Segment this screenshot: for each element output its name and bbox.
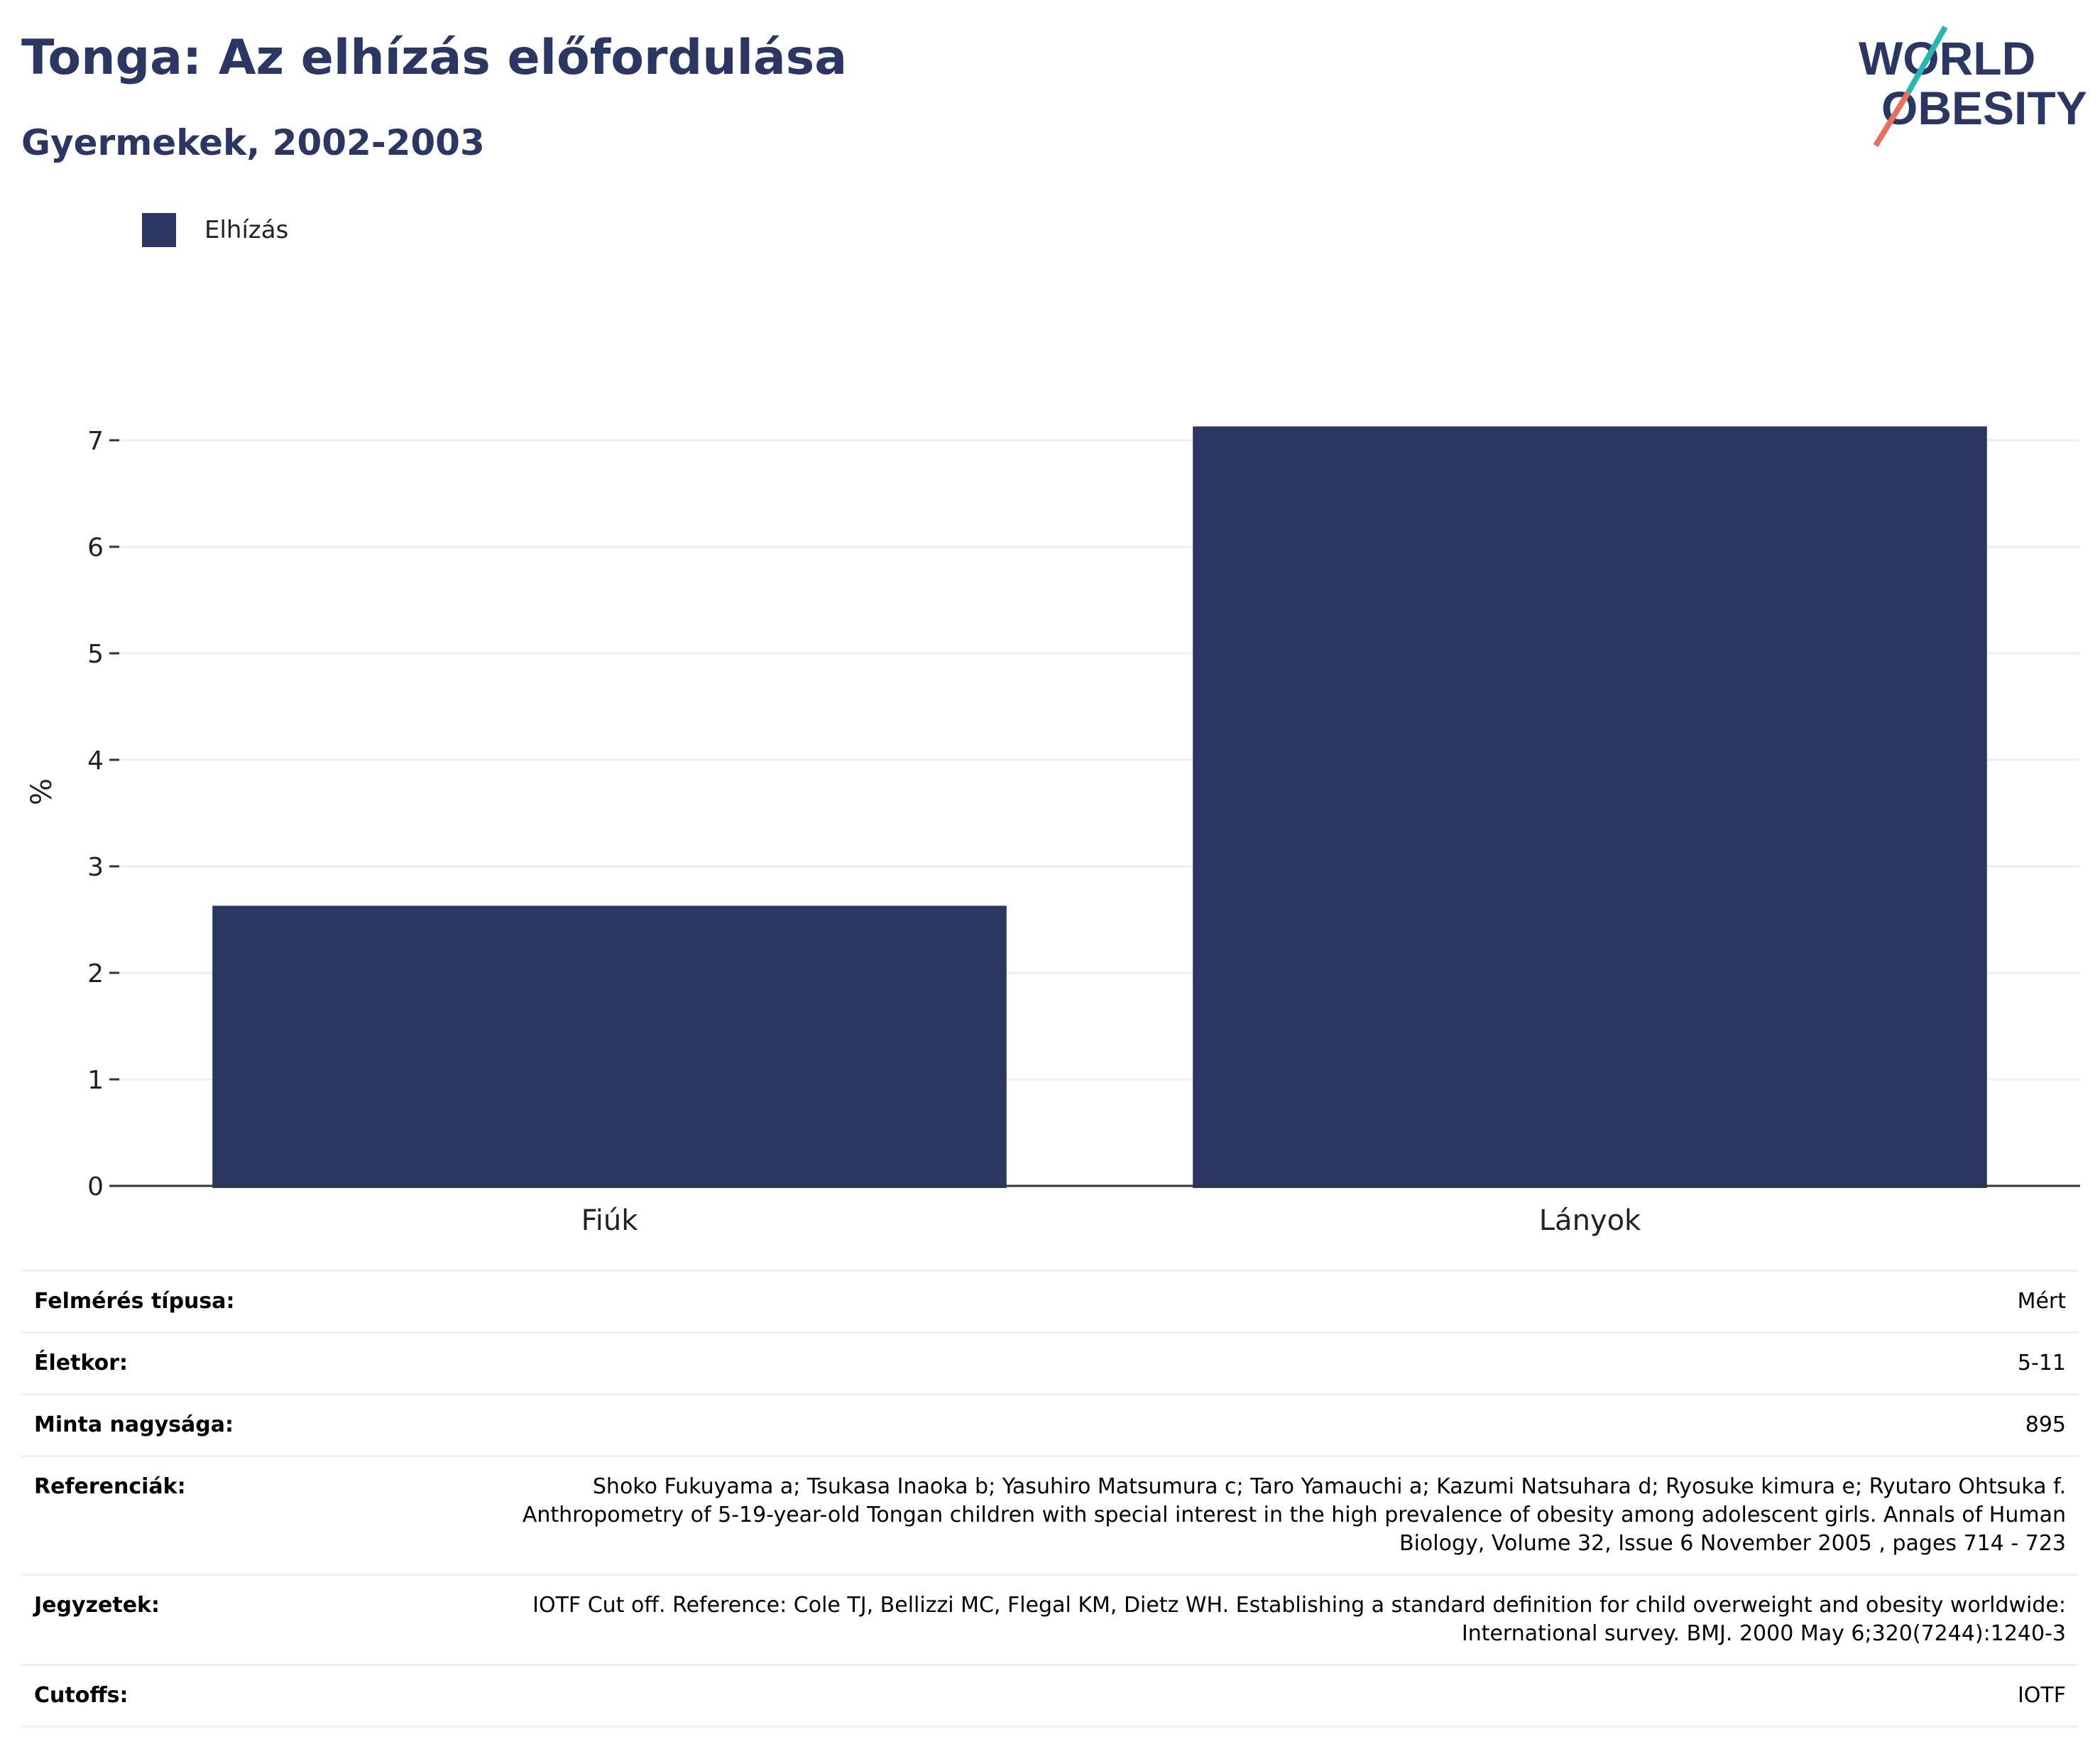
info-row: Referenciák: Shoko Fukuyama a; Tsukasa In… <box>21 1455 2079 1575</box>
world-obesity-logo: WORLD OBESITY <box>1859 26 2087 148</box>
y-tick-label: 2 <box>87 959 104 988</box>
info-value: Mért <box>444 1270 2079 1333</box>
x-category-label: Lányok <box>1539 1204 1641 1237</box>
chart-title: Tonga: Az elhízás előfordulása <box>21 30 848 86</box>
y-tick-label: 6 <box>87 533 104 562</box>
info-value: Shoko Fukuyama a; Tsukasa Inaoka b; Yasu… <box>444 1455 2079 1575</box>
legend-swatch <box>142 213 176 247</box>
y-tick-label: 0 <box>87 1172 104 1202</box>
logo-line2: OBESITY <box>1881 82 2087 134</box>
info-key: Életkor: <box>21 1331 444 1395</box>
y-tick-label: 5 <box>87 640 104 669</box>
y-axis-label: % <box>26 778 58 805</box>
bars <box>212 426 1987 1189</box>
info-row: Életkor: 5-11 <box>21 1331 2079 1395</box>
info-row: Minta nagysága: 895 <box>21 1393 2079 1456</box>
info-key: Referenciák: <box>21 1455 444 1575</box>
bar-1[interactable] <box>212 905 1007 1189</box>
y-tick-label: 1 <box>87 1066 104 1095</box>
legend-label: Elhízás <box>204 216 289 244</box>
bar-2[interactable] <box>1193 426 1987 1189</box>
logo-slash-coral <box>1873 90 1911 148</box>
info-row: Jegyzetek: IOTF Cut off. Reference: Cole … <box>21 1574 2079 1665</box>
x-axis-categories: Fiúk Lányok <box>581 1204 1641 1237</box>
info-value: IOTF <box>444 1664 2079 1728</box>
y-tick-label: 3 <box>87 853 104 882</box>
info-value: 895 <box>444 1393 2079 1456</box>
x-category-label: Fiúk <box>581 1204 639 1237</box>
logo-line1: WORLD <box>1859 32 2035 85</box>
info-key: Felmérés típusa: <box>21 1270 444 1333</box>
info-table: Felmérés típusa: Mért Életkor: 5-11 Minta na… <box>21 1270 2079 1728</box>
info-value: 5-11 <box>444 1331 2079 1395</box>
logo-slash-teal <box>1905 26 1948 94</box>
info-key: Minta nagysága: <box>21 1393 444 1456</box>
y-tick-label: 4 <box>87 746 104 775</box>
legend[interactable]: Elhízás <box>142 213 288 247</box>
info-value: IOTF Cut off. Reference: Cole TJ, Belliz… <box>444 1574 2079 1665</box>
info-row: Cutoffs: IOTF <box>21 1664 2079 1728</box>
info-key: Jegyzetek: <box>21 1574 444 1665</box>
chart-subtitle: Gyermekek, 2002-2003 <box>21 122 485 163</box>
info-key: Cutoffs: <box>21 1664 444 1728</box>
y-tick-label: 7 <box>87 427 104 456</box>
bar-chart: 0 1 2 3 4 5 6 7 Fiúk Lányok % <box>26 426 2080 1237</box>
info-row: Felmérés típusa: Mért <box>21 1270 2079 1333</box>
y-axis-ticks: 0 1 2 3 4 5 6 7 <box>87 427 119 1202</box>
